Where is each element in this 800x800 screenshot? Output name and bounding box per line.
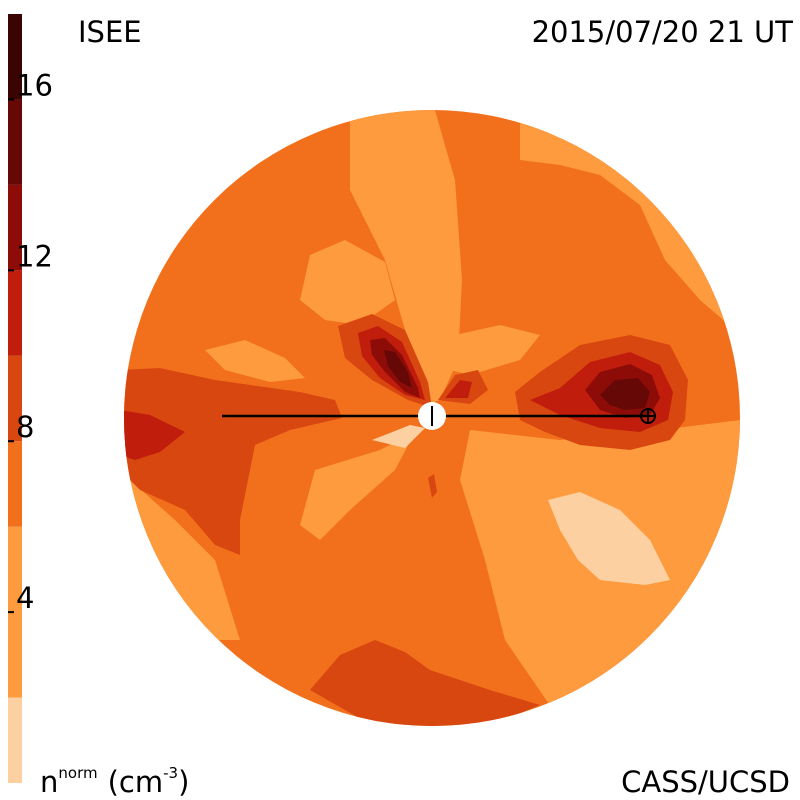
contour-light-southwest [130, 480, 240, 640]
source-label: ISEE [78, 15, 142, 49]
colorbar-tick-label: 8 [16, 410, 34, 444]
sun-marker-icon [418, 402, 446, 430]
contour-palest-sun-wedge [372, 425, 425, 448]
colorbar: 4 8 12 16 [8, 14, 53, 783]
density-contours [124, 110, 740, 726]
colorbar-band-4 [8, 270, 22, 356]
contour-light-center-south [300, 432, 415, 540]
contour-light-northeast [520, 112, 735, 330]
contour-light-north [350, 110, 462, 405]
contour-core-northwest [384, 350, 412, 388]
unit-label: nnorm (cm-3) [40, 764, 189, 799]
colorbar-band-0 [8, 697, 22, 783]
unit-label-base: n [40, 765, 58, 799]
unit-label-unit: (cm [108, 765, 164, 799]
colorbar-band-3 [8, 355, 22, 442]
contour-dark-south [310, 640, 540, 726]
unit-label-super: norm [58, 764, 97, 782]
colorbar-tick-label: 16 [16, 68, 53, 102]
colorbar-tick-label: 12 [16, 239, 53, 273]
colorbar-band-7 [8, 14, 22, 100]
colorbar-band-2 [8, 441, 22, 527]
contour-deep-west-band [124, 410, 185, 460]
contour-palest-east [548, 492, 670, 585]
contour-light-west-lobe [300, 240, 395, 325]
colorbar-band-6 [8, 99, 22, 185]
colorbar-tick-label: 4 [16, 581, 34, 615]
credit-label: CASS/UCSD [621, 765, 790, 799]
colorbar-ticks: 4 8 12 16 [8, 68, 53, 615]
contour-dark-speck [428, 474, 437, 498]
colorbar-band-5 [8, 184, 22, 271]
contour-deep-near-sun [445, 380, 472, 398]
contour-light-ne-wedge [450, 325, 540, 375]
contour-light-west-finger [205, 340, 305, 382]
colorbar-band-1 [8, 526, 22, 698]
earth-marker-icon [640, 408, 656, 424]
unit-label-close: ) [178, 765, 189, 799]
contour-core-east [600, 378, 650, 410]
timestamp: 2015/07/20 21 UT [532, 15, 794, 49]
colorbar-bands [8, 14, 22, 783]
unit-label-exp: -3 [163, 764, 178, 782]
